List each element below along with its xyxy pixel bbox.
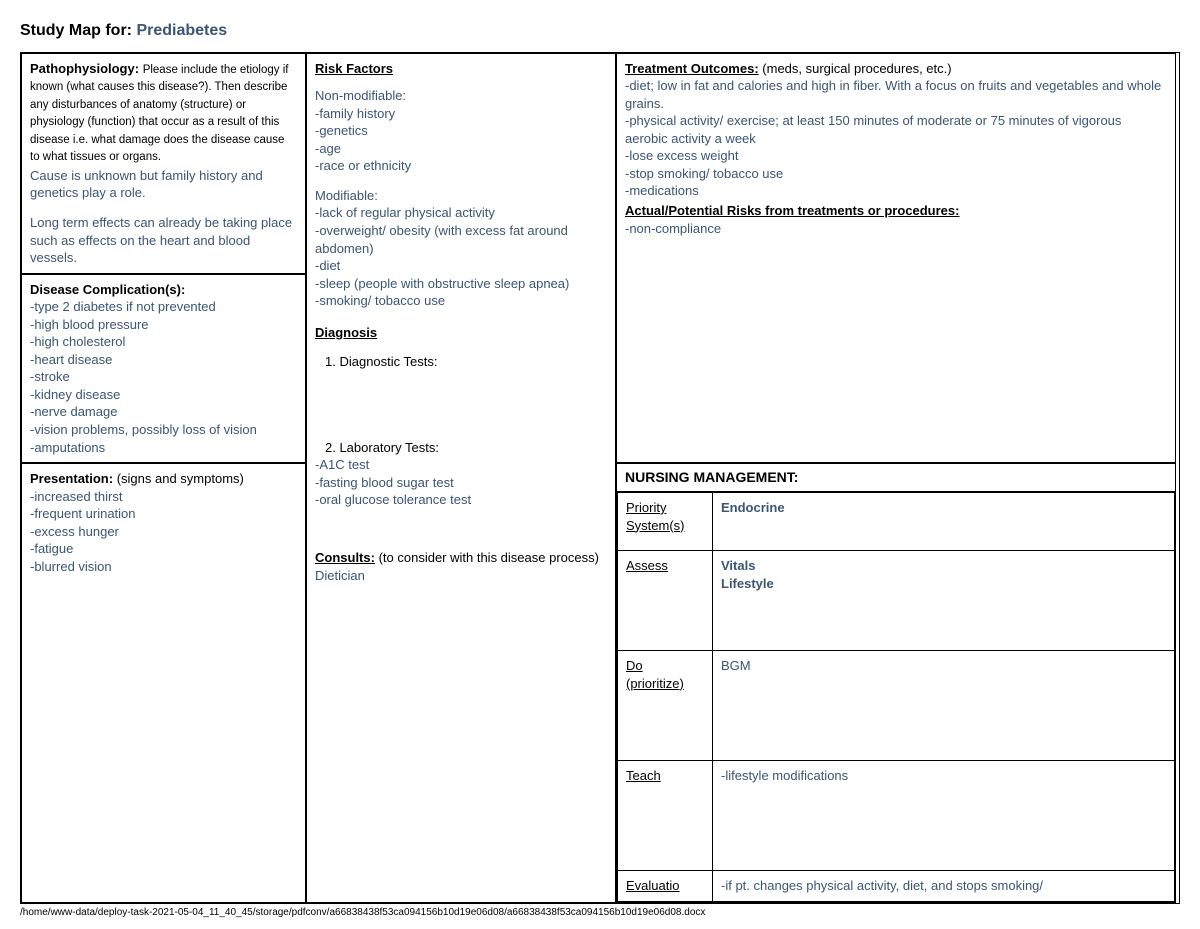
nonmod-label: Non-modifiable: xyxy=(315,87,607,105)
footer-path: /home/www-data/deploy-task-2021-05-04_11… xyxy=(20,906,1180,920)
presentation-heading: Presentation: xyxy=(30,471,113,486)
nursing-header: NURSING MANAGEMENT: xyxy=(617,464,1175,492)
risks-heading: Actual/Potential Risks from treatments o… xyxy=(625,202,1167,220)
title-label: Study Map for: xyxy=(20,22,132,39)
pathophysiology-prompt: Please include the etiology if known (wh… xyxy=(30,64,288,164)
do-label-rest: (prioritize) xyxy=(626,676,684,691)
nursing-table: Priority System(s) Endocrine Assess Vita… xyxy=(617,492,1175,902)
table-row: Do (prioritize) BGM xyxy=(618,650,1175,760)
mod-items: -lack of regular physical activity -over… xyxy=(315,204,607,309)
table-row: Teach -lifestyle modifications xyxy=(618,760,1175,870)
diagnosis-heading: Diagnosis xyxy=(315,324,607,342)
treatment-cell: Treatment Outcomes: (meds, surgical proc… xyxy=(616,53,1176,463)
title-topic: Prediabetes xyxy=(136,22,227,39)
do-value: BGM xyxy=(721,658,751,673)
presentation-prompt: (signs and symptoms) xyxy=(117,471,244,486)
eval-value: -if pt. changes physical activity, diet,… xyxy=(721,878,1043,893)
consults-prompt: (to consider with this disease process) xyxy=(379,550,599,565)
pathophysiology-content-a: Cause is unknown but family history and … xyxy=(30,167,297,202)
table-row: Evaluatio -if pt. changes physical activ… xyxy=(618,870,1175,901)
consults-items: Dietician xyxy=(315,567,607,585)
lab-items: -A1C test -fasting blood sugar test -ora… xyxy=(315,456,607,509)
assess-label: Assess xyxy=(626,558,668,573)
nonmod-items: -family history -genetics -age -race or … xyxy=(315,105,607,175)
eval-label: Evaluatio xyxy=(626,878,679,893)
consults-heading: Consults: xyxy=(315,550,375,565)
priority-value: Endocrine xyxy=(721,500,785,515)
complications-cell: Disease Complication(s): -type 2 diabete… xyxy=(21,274,306,463)
teach-label: Teach xyxy=(626,768,661,783)
treatment-items: -diet; low in fat and calories and high … xyxy=(625,77,1167,200)
complications-items: -type 2 diabetes if not prevented -high … xyxy=(30,298,297,456)
diagnosis-item1: 1. Diagnostic Tests: xyxy=(325,353,607,371)
do-label: Do xyxy=(626,658,643,673)
treatment-heading: Treatment Outcomes: xyxy=(625,61,759,76)
diagnosis-item2: 2. Laboratory Tests: xyxy=(325,439,607,457)
middle-column-cell: Risk Factors Non-modifiable: -family his… xyxy=(306,53,616,903)
table-row: Assess Vitals Lifestyle xyxy=(618,550,1175,650)
pathophysiology-content-b: Long term effects can already be taking … xyxy=(30,214,297,267)
risks-items: -non-compliance xyxy=(625,220,1167,238)
treatment-prompt: (meds, surgical procedures, etc.) xyxy=(762,61,951,76)
complications-heading: Disease Complication(s): xyxy=(30,281,297,299)
page-title: Study Map for: Prediabetes xyxy=(20,20,1180,42)
presentation-items: -increased thirst -frequent urination -e… xyxy=(30,488,297,576)
pathophysiology-heading: Pathophysiology: xyxy=(30,61,139,76)
priority-label-rest: System(s) xyxy=(626,518,685,533)
presentation-cell: Presentation: (signs and symptoms) -incr… xyxy=(21,463,306,902)
priority-label-u: Priority xyxy=(626,500,666,515)
assess-value: Vitals Lifestyle xyxy=(721,558,774,591)
mod-label: Modifiable: xyxy=(315,187,607,205)
nursing-management-cell: NURSING MANAGEMENT: Priority System(s) E… xyxy=(616,463,1176,902)
teach-value: -lifestyle modifications xyxy=(721,768,848,783)
table-row: Priority System(s) Endocrine xyxy=(618,492,1175,550)
study-map-grid: Pathophysiology: Please include the etio… xyxy=(20,52,1180,904)
pathophysiology-cell: Pathophysiology: Please include the etio… xyxy=(21,53,306,274)
risk-factors-heading: Risk Factors xyxy=(315,60,607,78)
